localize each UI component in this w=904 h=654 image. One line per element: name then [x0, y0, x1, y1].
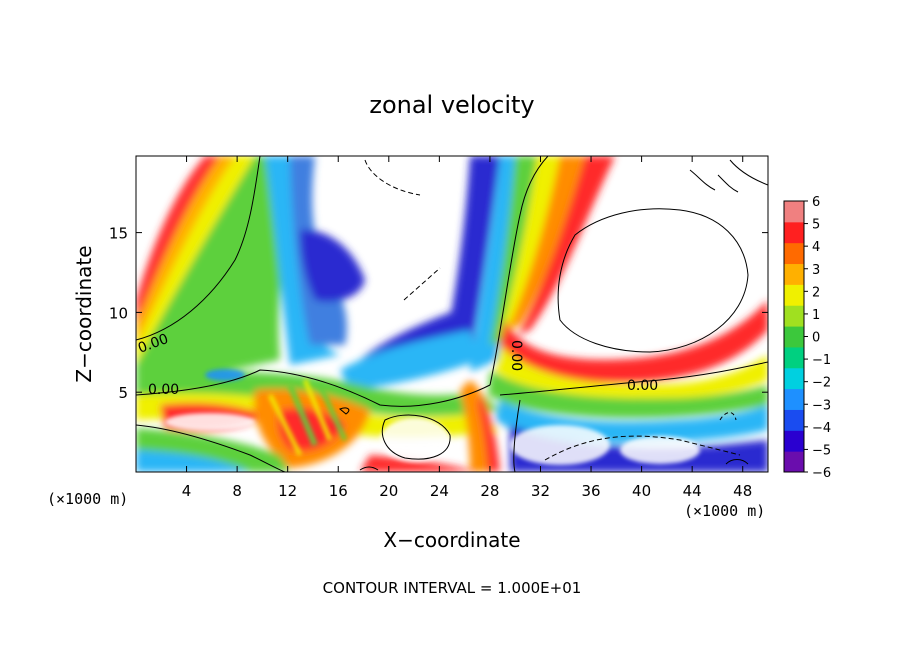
x-tick-label: 8	[232, 482, 242, 500]
colorbar-swatch	[784, 284, 804, 306]
y-tick-label: 5	[118, 384, 128, 402]
colorbar-tick-label: 3	[812, 263, 820, 278]
colorbar-tick-label: 2	[812, 285, 820, 300]
colorbar-tick-label: 0	[812, 331, 820, 346]
heatmap-field	[136, 156, 768, 472]
colorbar-ticks: 6 5 4 3 2 1 0 −1 −2 −3 −4 −5 −6	[804, 195, 831, 481]
colorbar-swatch	[784, 388, 804, 410]
colorbar-swatch	[784, 409, 804, 431]
x-tick-label: 44	[683, 482, 702, 500]
colorbar-tick-label: 6	[812, 195, 820, 210]
x-tick-label: 28	[480, 482, 499, 500]
plot-frame	[135, 155, 769, 473]
colorbar-swatch	[784, 201, 804, 223]
colorbar-swatch	[784, 263, 804, 285]
y-tick-label: 10	[109, 304, 128, 322]
x-unit-label-left: (×1000 m)	[47, 490, 128, 508]
x-tick-label: 40	[632, 482, 651, 500]
colorbar-swatch	[784, 326, 804, 348]
colorbar-tick-label: −4	[812, 421, 831, 436]
x-unit-label-right: (×1000 m)	[684, 502, 765, 520]
x-tick-label: 4	[182, 482, 192, 500]
x-tick-label: 48	[733, 482, 752, 500]
colorbar-swatch	[784, 242, 804, 265]
colorbar-swatch	[784, 346, 804, 369]
y-tick-label: 15	[109, 225, 128, 243]
x-axis-ticks: 4 8 12 16 20 24 28 32 36 40 44 48	[182, 156, 752, 500]
colorbar-tick-label: 1	[812, 308, 820, 323]
x-tick-label: 24	[430, 482, 449, 500]
contour-label: 0.00	[148, 382, 179, 398]
colorbar-swatch	[784, 367, 804, 390]
colorbar-blocks	[784, 201, 804, 473]
colorbar-tick-label: −1	[812, 353, 831, 368]
x-tick-label: 12	[278, 482, 297, 500]
colorbar-swatch	[784, 305, 804, 327]
x-tick-label: 20	[379, 482, 398, 500]
colorbar-tick-label: −6	[812, 466, 831, 481]
colorbar-tick-label: −2	[812, 376, 831, 391]
colorbar-tick-label: 5	[812, 218, 820, 233]
colorbar-swatch	[784, 221, 804, 244]
colorbar-swatch	[784, 430, 804, 452]
contour-lines	[136, 156, 768, 472]
y-axis-ticks: 5 10 15	[109, 225, 768, 402]
x-tick-label: 16	[329, 482, 348, 500]
contour-label: 0.00	[508, 340, 524, 371]
y-axis-label: Z−coordinate	[72, 245, 96, 382]
chart-title: zonal velocity	[369, 91, 534, 119]
colorbar-swatch	[784, 451, 804, 473]
contour-interval-note: CONTOUR INTERVAL = 1.000E+01	[323, 579, 582, 597]
colorbar-tick-label: −3	[812, 398, 831, 413]
x-tick-label: 32	[531, 482, 550, 500]
contour-label: 0.00	[627, 378, 658, 394]
colorbar-tick-label: 4	[812, 240, 820, 255]
x-tick-label: 36	[581, 482, 600, 500]
colorbar: 6 5 4 3 2 1 0 −1 −2 −3 −4 −5 −6	[783, 195, 831, 481]
colorbar-tick-label: −5	[812, 443, 831, 458]
x-axis-label: X−coordinate	[383, 528, 520, 552]
